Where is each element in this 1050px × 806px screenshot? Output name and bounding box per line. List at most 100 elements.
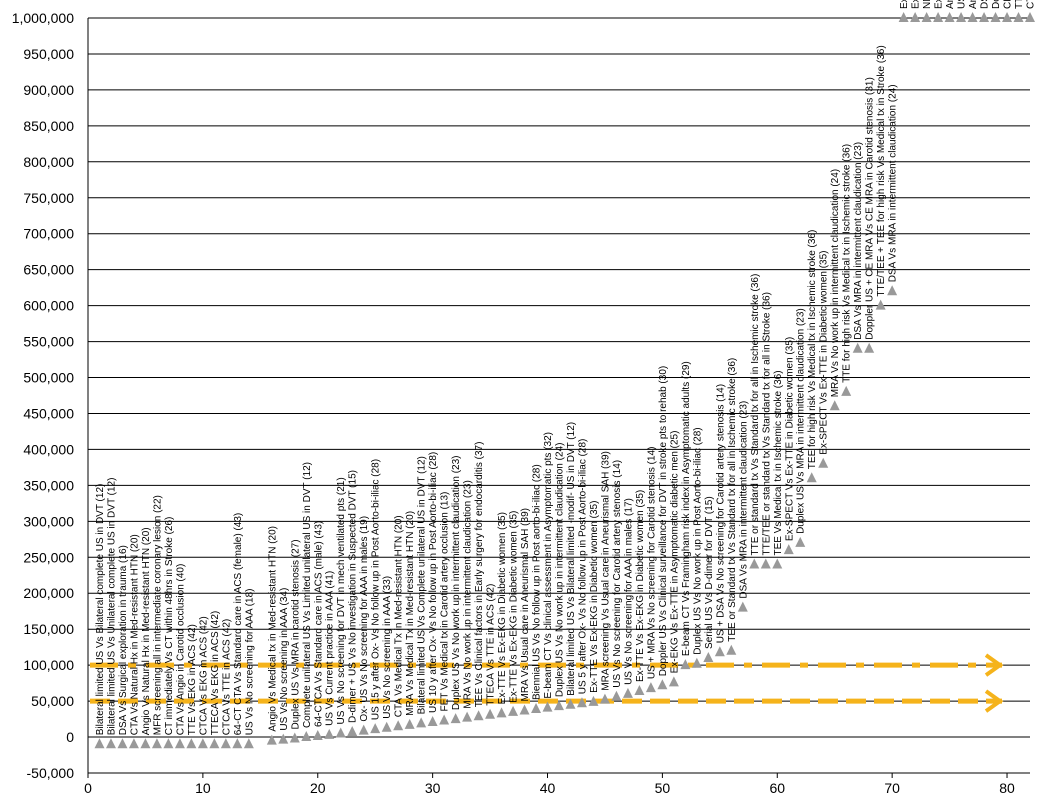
- y-tick-label: 950,000: [23, 46, 74, 62]
- data-point-triangle: [347, 726, 358, 737]
- data-point-triangle: [611, 690, 622, 701]
- point-label: TTE or standard tx Vs Standard tx for al…: [750, 274, 761, 556]
- data-point-triangle: [829, 400, 840, 411]
- reference-arrow-icon: [984, 689, 1004, 713]
- data-point-triangle: [278, 733, 289, 744]
- data-point-triangle: [531, 703, 542, 714]
- point-label: US Vs No screening for AAA (18): [244, 589, 255, 736]
- point-label: Doppler US + CE MRA Vs CE MRA in Carotid…: [865, 77, 876, 340]
- point-label: Ex-SPECT Vs Ex-TTE in Diabetic men (25): [934, 0, 945, 9]
- y-tick-label: 200,000: [23, 585, 74, 601]
- point-label: Bilateral limited US Vs Complete unilate…: [417, 456, 428, 714]
- point-label: TTECA Vs TTE in ACS (42): [486, 584, 497, 706]
- point-label: Duplex US Vs MRA in carotid stenosis (27…: [290, 539, 301, 729]
- data-point-triangle: [381, 721, 392, 732]
- point-label: DSA Vs MRA in intermittent claudication …: [853, 142, 864, 340]
- point-label: US Vs No screening for Carotid artery st…: [612, 460, 623, 688]
- point-label: Annual US Vs No follow up in Post aorto-…: [968, 0, 979, 9]
- data-point-triangle: [887, 285, 898, 296]
- point-label: CE MRA Vs CE MRA + Doppler US in Carotid…: [1003, 0, 1014, 9]
- data-point-triangle: [760, 558, 771, 569]
- data-point-triangle: [508, 705, 519, 716]
- point-label: TEE or Standard tx Vs Standard tx for al…: [727, 358, 738, 642]
- data-point-triangle: [485, 708, 496, 719]
- point-label: 64-CTCA Vs Standard care in ACS (male) (…: [313, 521, 324, 727]
- point-label: MRA screening Vs Usual care in Aneurisma…: [600, 451, 611, 691]
- point-label: DSA Vs Surgical exploration in trauma (1…: [118, 545, 129, 735]
- data-point-triangle: [783, 544, 794, 555]
- data-points: [94, 12, 1035, 749]
- data-point-triangle: [979, 12, 990, 22]
- data-point-triangle: [852, 342, 863, 353]
- point-label: Bilateral limited US Vs Unilateral compl…: [106, 478, 117, 736]
- y-tick-label: 400,000: [23, 441, 74, 457]
- data-point-triangle: [266, 734, 277, 745]
- data-point-triangle: [404, 718, 415, 729]
- data-point-triangle: [726, 644, 737, 655]
- point-label: Ex-SPECT Vs Ex-TTE in Diabetic women (35…: [819, 250, 830, 454]
- data-point-triangle: [542, 701, 553, 712]
- data-point-triangle: [289, 732, 300, 743]
- point-label: Bilateral limited US Vs Bilateral limite…: [566, 422, 577, 696]
- data-point-triangle: [898, 12, 909, 22]
- point-label: TEE Vs Medical tx in Ischemic stroke (36…: [773, 370, 784, 555]
- data-point-triangle: [749, 558, 760, 569]
- point-label: TEE for high risk Vs Medical tx in Ische…: [807, 230, 818, 470]
- point-label: 64-CT CTA Vs Standard care in ACS (femal…: [233, 513, 244, 736]
- data-point-triangle: [772, 558, 783, 569]
- data-point-triangle: [94, 738, 105, 749]
- data-point-triangle: [128, 738, 139, 749]
- data-point-triangle: [473, 710, 484, 721]
- x-tick-labels: 0 10 20 30 40 50 60 70 80: [84, 780, 1015, 796]
- data-point-triangle: [174, 738, 185, 749]
- y-tick-label: 300,000: [23, 513, 74, 529]
- y-tick-label: 550,000: [23, 334, 74, 350]
- data-point-triangle: [117, 738, 128, 749]
- point-label: Ex-TTE Vs Ex-EKG in Diabetic women (35): [509, 511, 520, 703]
- point-label: US Vs Current practice in AAA (41): [325, 571, 336, 726]
- point-label: Annual US Vs No follow up in Post Aorto-…: [945, 0, 956, 9]
- point-label: Duplex US Vs No work up in Post Aorto-bi…: [692, 427, 703, 654]
- data-point-triangle: [634, 685, 645, 696]
- point-label: D-dimer + US Vs No investigation in Susp…: [348, 470, 359, 723]
- point-label: US Vs No screening for DVT in mech venti…: [336, 477, 347, 724]
- point-label: US Vs No screening in AAA (34): [279, 588, 290, 731]
- data-point-triangle: [933, 12, 944, 22]
- point-label: CTA Vs Medical Tx in Med-resistant HTN (…: [394, 515, 405, 717]
- data-point-triangle: [519, 704, 530, 715]
- point-label: TTE Vs EKG in ACS (42): [187, 624, 198, 735]
- y-tick-label: 250,000: [23, 549, 74, 565]
- point-label: Ex-EKG Vs Ex-TTE in Asymptomatic diabeti…: [669, 431, 680, 674]
- y-tick-label: 700,000: [23, 226, 74, 242]
- data-point-triangle: [197, 738, 208, 749]
- point-label: NM stress test Vs FFR in intermediate co…: [922, 0, 933, 9]
- data-point-triangle: [416, 717, 427, 728]
- point-label: TTECA Vs EKG in ACS (42): [210, 611, 221, 735]
- point-label: TTE/TEE Vs Medical tx in Ischemic stroke…: [1014, 0, 1025, 9]
- y-tick-label: 50,000: [31, 693, 74, 709]
- point-label: Ex-TTE Vs Ex-EKG in Diabetic women (35): [497, 512, 508, 704]
- point-label: US + MRA Vs No screening for Carotid ste…: [646, 447, 657, 680]
- point-label: CT Vs No screening in SAH survivors (38): [1026, 0, 1037, 9]
- point-label: FET Vs Medical tx in Carotid artery occl…: [440, 492, 451, 712]
- point-label: Angio Vs Natural Hx in Med-resistant HTN…: [141, 527, 152, 735]
- x-tick-label: 30: [425, 780, 441, 796]
- reference-arrow-icon: [984, 653, 1004, 677]
- point-label: Ex-TTE Vs Ex-EKG in Diabetic women (35): [589, 501, 600, 693]
- data-point-triangle: [358, 724, 369, 735]
- point-label: Serial US Vs D-dimer for DVT (15): [704, 496, 715, 649]
- x-tick-label: 0: [84, 780, 92, 796]
- data-point-triangle: [956, 12, 967, 22]
- data-point-triangle: [565, 698, 576, 709]
- point-label: DSA Vs MRA in intermittent claudication …: [738, 401, 749, 599]
- data-point-triangle: [151, 738, 162, 749]
- y-tick-label: 600,000: [23, 298, 74, 314]
- point-label: US 5 y after Ox- Vs No follow up in Post…: [577, 439, 588, 695]
- data-point-triangle: [806, 472, 817, 483]
- point-label: Ex-SPECT Vs Ex-TTE in Diabetic women (35…: [911, 0, 922, 9]
- point-label: US 10 y after Ox- Vs No follow up in Pos…: [428, 452, 439, 713]
- data-point-triangle: [657, 679, 668, 690]
- data-point-triangle: [875, 299, 886, 310]
- reference-lines: [90, 653, 1004, 713]
